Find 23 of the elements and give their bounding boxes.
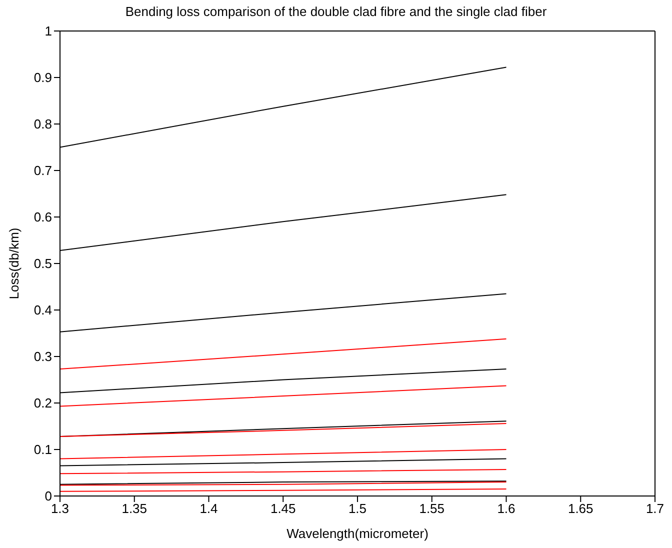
x-tick-label: 1.45: [270, 501, 296, 516]
y-tick-label: 0.6: [34, 210, 52, 225]
chart-title: Bending loss comparison of the double clad fibre and the single clad fiber: [124, 4, 548, 19]
x-axis-title: Wavelength(micrometer): [286, 526, 428, 541]
y-tick-label: 0.8: [34, 116, 52, 132]
x-tick-label: 1.65: [568, 501, 594, 516]
y-tick-label: 0.4: [34, 302, 52, 318]
y-tick-label: 0.1: [34, 442, 52, 458]
x-tick-label: 1.55: [419, 501, 445, 516]
y-tick-label: 0.2: [34, 396, 52, 411]
x-tick-label: 1.6: [497, 501, 516, 516]
x-tick-label: 1.3: [50, 501, 70, 516]
x-tick-label: 1.5: [348, 501, 367, 516]
y-tick-label: 1: [44, 24, 52, 39]
x-tick-label: 1.35: [122, 501, 148, 516]
y-tick-label: 0: [44, 488, 52, 504]
x-tick-label: 1.7: [646, 501, 664, 516]
y-tick-label: 0.9: [34, 70, 52, 86]
y-axis-title: Loss(db/km): [6, 228, 22, 300]
x-tick-label: 1.4: [200, 501, 218, 516]
y-tick-label: 0.7: [34, 163, 52, 178]
y-tick-label: 0.5: [34, 256, 52, 272]
y-tick-label: 0.3: [34, 349, 52, 364]
